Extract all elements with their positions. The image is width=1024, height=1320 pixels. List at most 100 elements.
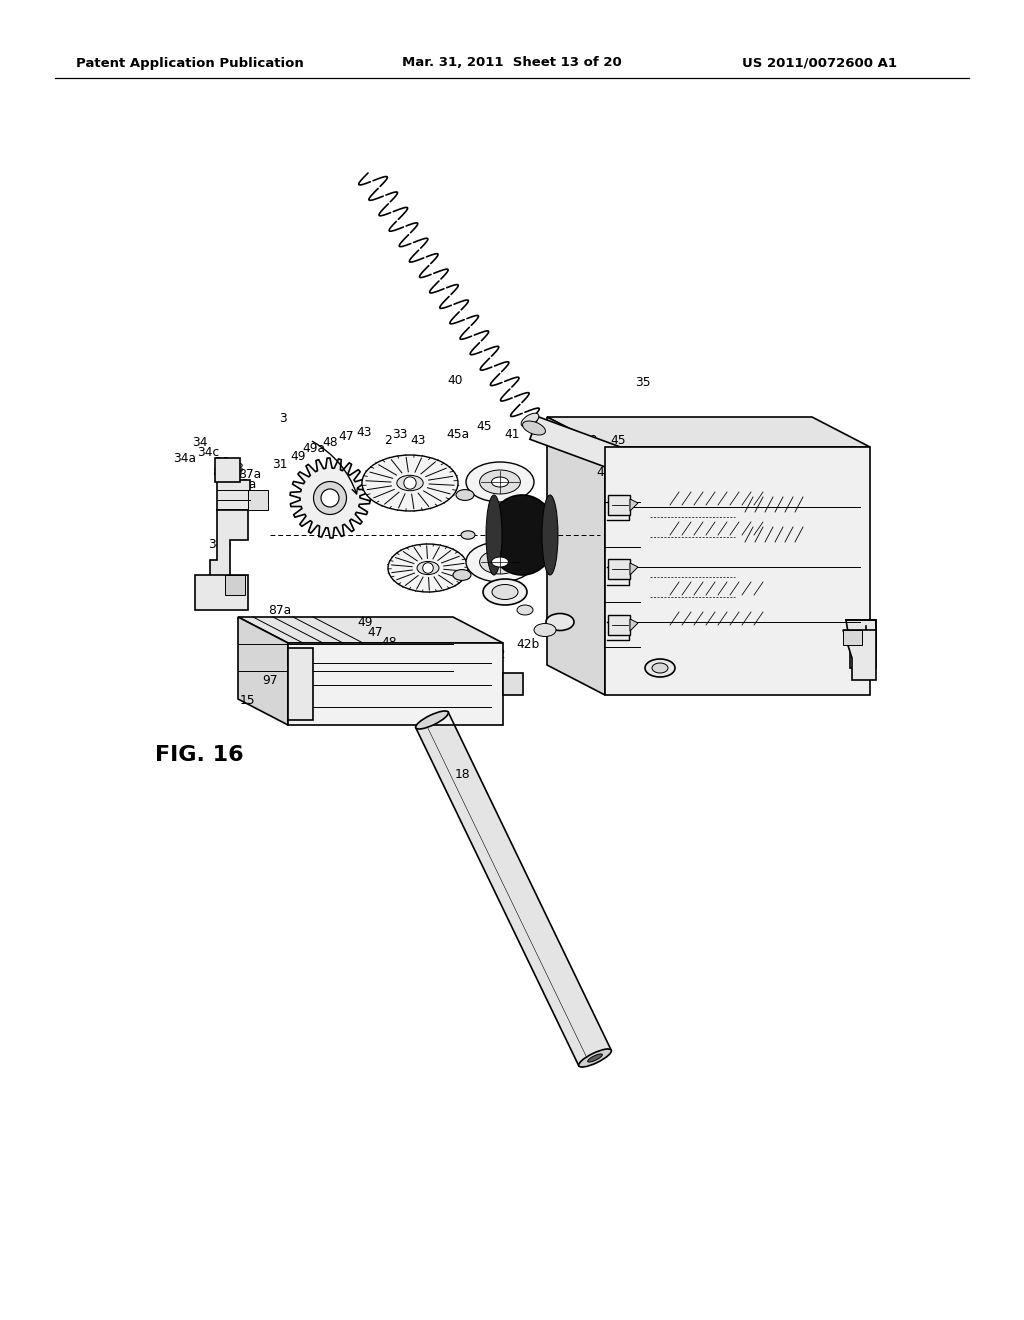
- Polygon shape: [630, 619, 638, 631]
- Ellipse shape: [362, 455, 458, 511]
- Ellipse shape: [479, 550, 520, 574]
- Ellipse shape: [521, 413, 539, 426]
- Text: 45: 45: [610, 433, 626, 446]
- Ellipse shape: [466, 462, 534, 502]
- Text: 42b: 42b: [686, 645, 710, 659]
- Text: 3: 3: [280, 412, 287, 425]
- Ellipse shape: [492, 477, 509, 487]
- Text: 33: 33: [392, 429, 408, 441]
- Text: 42a: 42a: [398, 643, 422, 656]
- Text: 41: 41: [504, 428, 520, 441]
- Polygon shape: [608, 615, 630, 635]
- Ellipse shape: [456, 490, 474, 500]
- Text: 43: 43: [356, 425, 372, 438]
- Polygon shape: [215, 458, 240, 482]
- Text: 43: 43: [411, 434, 426, 447]
- Ellipse shape: [546, 614, 574, 631]
- Polygon shape: [195, 576, 248, 610]
- Text: 34a: 34a: [173, 451, 197, 465]
- Text: 87a: 87a: [239, 469, 261, 482]
- Text: 41a: 41a: [612, 446, 636, 459]
- Polygon shape: [608, 495, 630, 515]
- Polygon shape: [288, 648, 313, 719]
- Text: 45: 45: [476, 421, 492, 433]
- Polygon shape: [630, 499, 638, 511]
- Text: 48: 48: [381, 635, 397, 648]
- Circle shape: [313, 482, 346, 515]
- Text: 88: 88: [228, 462, 244, 474]
- Text: 38: 38: [214, 455, 229, 469]
- Ellipse shape: [486, 495, 502, 576]
- Ellipse shape: [534, 623, 556, 636]
- Polygon shape: [608, 558, 630, 579]
- Text: 18: 18: [455, 768, 470, 781]
- Polygon shape: [210, 510, 248, 579]
- Ellipse shape: [466, 543, 534, 582]
- Text: 42: 42: [490, 648, 506, 661]
- Polygon shape: [217, 480, 250, 510]
- Ellipse shape: [461, 531, 475, 539]
- Text: 41a: 41a: [529, 421, 553, 433]
- Circle shape: [321, 488, 339, 507]
- Text: 97: 97: [262, 673, 278, 686]
- Text: 48: 48: [323, 437, 338, 450]
- Polygon shape: [843, 630, 862, 645]
- Text: 49: 49: [290, 450, 306, 462]
- Text: 49: 49: [357, 615, 373, 628]
- Text: 87a: 87a: [268, 603, 292, 616]
- Ellipse shape: [492, 557, 509, 568]
- Text: 15: 15: [240, 693, 255, 706]
- Polygon shape: [225, 576, 245, 595]
- Polygon shape: [238, 616, 503, 643]
- Polygon shape: [238, 616, 288, 725]
- Ellipse shape: [522, 421, 546, 436]
- Text: 34c: 34c: [197, 446, 219, 459]
- Polygon shape: [630, 564, 638, 576]
- Text: 45a: 45a: [596, 466, 620, 479]
- Ellipse shape: [652, 663, 668, 673]
- Polygon shape: [843, 630, 876, 680]
- Ellipse shape: [492, 585, 518, 599]
- Ellipse shape: [487, 495, 557, 576]
- Text: 35: 35: [635, 375, 651, 388]
- Text: 40: 40: [447, 374, 463, 387]
- Text: 39: 39: [583, 433, 598, 446]
- Text: 42b: 42b: [516, 639, 540, 652]
- Ellipse shape: [453, 570, 471, 581]
- Text: 2: 2: [384, 434, 392, 447]
- Ellipse shape: [388, 544, 468, 591]
- Polygon shape: [288, 643, 503, 725]
- Text: 87: 87: [212, 466, 227, 479]
- Text: US 2011/0072600 A1: US 2011/0072600 A1: [742, 57, 897, 70]
- Text: 87a: 87a: [221, 491, 245, 504]
- Text: 30: 30: [338, 664, 353, 676]
- Polygon shape: [416, 713, 611, 1065]
- Ellipse shape: [542, 495, 558, 576]
- Polygon shape: [547, 417, 605, 696]
- Polygon shape: [529, 417, 644, 478]
- Polygon shape: [248, 490, 268, 510]
- Text: 41b: 41b: [707, 664, 730, 676]
- Ellipse shape: [645, 659, 675, 677]
- Polygon shape: [547, 417, 870, 447]
- Ellipse shape: [417, 561, 439, 574]
- Ellipse shape: [416, 711, 449, 729]
- Text: 44: 44: [457, 653, 472, 667]
- Text: Patent Application Publication: Patent Application Publication: [76, 57, 304, 70]
- Text: 32: 32: [428, 649, 443, 663]
- Polygon shape: [503, 673, 523, 696]
- Text: 31: 31: [272, 458, 288, 471]
- Ellipse shape: [579, 1049, 611, 1067]
- Text: 88a: 88a: [233, 478, 257, 491]
- Polygon shape: [846, 620, 876, 668]
- Ellipse shape: [517, 605, 534, 615]
- Text: FIG. 16: FIG. 16: [155, 744, 244, 766]
- Circle shape: [423, 562, 433, 573]
- Ellipse shape: [588, 1053, 602, 1063]
- Polygon shape: [290, 458, 370, 539]
- Text: Mar. 31, 2011  Sheet 13 of 20: Mar. 31, 2011 Sheet 13 of 20: [402, 57, 622, 70]
- Ellipse shape: [397, 475, 423, 491]
- Circle shape: [403, 477, 416, 490]
- Ellipse shape: [483, 579, 527, 605]
- Text: 47: 47: [368, 626, 383, 639]
